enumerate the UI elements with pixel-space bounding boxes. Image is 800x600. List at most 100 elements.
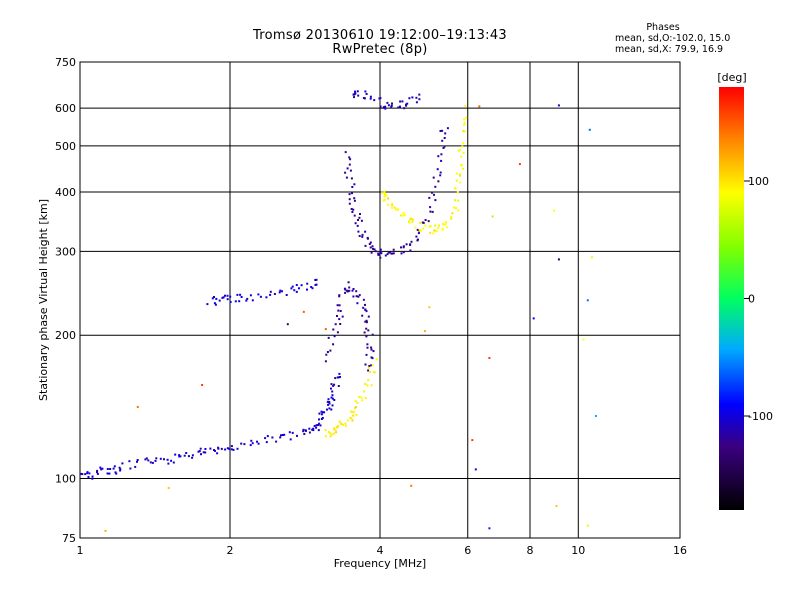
data-point xyxy=(326,400,329,403)
data-point xyxy=(348,289,351,292)
data-point xyxy=(358,235,361,237)
data-point xyxy=(461,167,464,170)
data-point xyxy=(310,286,313,288)
data-point xyxy=(405,103,407,106)
data-point xyxy=(417,232,420,235)
noise-point xyxy=(302,310,305,313)
x-tick-label: 6 xyxy=(464,544,471,557)
data-point xyxy=(415,235,418,238)
data-point xyxy=(204,451,207,454)
data-point xyxy=(364,90,367,93)
data-point xyxy=(459,174,461,177)
data-point xyxy=(91,477,94,480)
data-point xyxy=(226,298,229,301)
data-point xyxy=(337,309,340,312)
data-point xyxy=(232,448,235,451)
noise-point xyxy=(167,487,170,489)
data-point xyxy=(350,177,353,180)
data-point xyxy=(434,229,437,232)
data-point xyxy=(428,196,431,199)
data-point xyxy=(96,469,99,472)
data-point xyxy=(369,95,372,98)
data-point xyxy=(174,453,177,456)
data-point xyxy=(392,248,395,251)
data-point xyxy=(383,193,386,196)
data-point xyxy=(285,294,288,296)
data-point xyxy=(336,376,339,379)
data-point xyxy=(86,471,89,474)
data-point xyxy=(440,153,443,156)
data-point xyxy=(349,416,352,419)
data-point xyxy=(337,385,340,387)
data-point xyxy=(356,401,359,404)
data-point xyxy=(441,139,444,142)
data-point xyxy=(226,294,229,297)
colorbar-tick-label: -100 xyxy=(748,410,773,423)
data-point xyxy=(336,304,339,307)
data-point xyxy=(88,472,91,475)
data-point xyxy=(229,301,232,303)
noise-point xyxy=(557,104,560,107)
noise-point xyxy=(582,338,585,341)
data-point xyxy=(364,303,366,306)
data-point xyxy=(432,176,435,179)
data-point xyxy=(149,461,152,464)
data-point xyxy=(346,167,349,170)
data-point xyxy=(361,233,364,236)
data-point xyxy=(339,323,342,325)
data-point xyxy=(355,295,358,298)
data-point xyxy=(366,343,369,346)
data-point xyxy=(328,407,331,410)
y-tick-label: 75 xyxy=(62,532,76,545)
data-point xyxy=(170,459,173,462)
data-point xyxy=(382,199,385,202)
chart-subtitle: RwPretec (8p) xyxy=(332,42,428,57)
data-point xyxy=(334,428,337,431)
data-point xyxy=(291,285,294,288)
data-point xyxy=(441,227,444,230)
data-point xyxy=(145,457,148,460)
noise-point xyxy=(594,415,597,417)
data-point xyxy=(386,101,389,104)
data-point xyxy=(128,460,131,463)
data-point xyxy=(402,211,405,214)
y-tick-label: 100 xyxy=(55,473,76,486)
data-point xyxy=(337,425,340,427)
noise-point xyxy=(474,468,477,471)
data-point xyxy=(390,206,393,209)
data-point xyxy=(351,411,354,414)
data-point xyxy=(390,252,393,255)
data-point xyxy=(463,118,466,121)
data-point xyxy=(434,185,437,188)
data-point xyxy=(387,104,390,107)
data-point xyxy=(450,215,453,218)
data-point xyxy=(443,137,446,139)
data-point xyxy=(289,438,292,441)
data-point xyxy=(408,97,411,100)
data-point xyxy=(338,420,341,423)
data-point xyxy=(367,329,370,332)
data-point xyxy=(434,224,437,227)
data-point xyxy=(409,243,411,246)
data-point xyxy=(333,399,336,401)
data-point xyxy=(119,468,122,471)
data-point xyxy=(351,211,354,213)
data-point xyxy=(406,102,409,105)
data-point xyxy=(384,105,387,108)
data-point xyxy=(121,462,124,465)
data-point xyxy=(332,343,335,346)
data-point xyxy=(363,97,366,100)
data-point xyxy=(202,451,205,454)
data-point xyxy=(211,297,214,300)
data-point xyxy=(348,193,351,196)
data-point xyxy=(154,459,157,462)
data-point xyxy=(402,251,405,254)
data-point xyxy=(243,443,246,446)
data-point xyxy=(206,303,209,306)
data-point xyxy=(386,253,389,256)
y-axis-label: Stationary phase Virtual Height [km] xyxy=(37,199,50,401)
data-point xyxy=(349,158,352,161)
data-point xyxy=(335,431,338,434)
data-point xyxy=(291,431,294,434)
data-point xyxy=(256,440,258,443)
